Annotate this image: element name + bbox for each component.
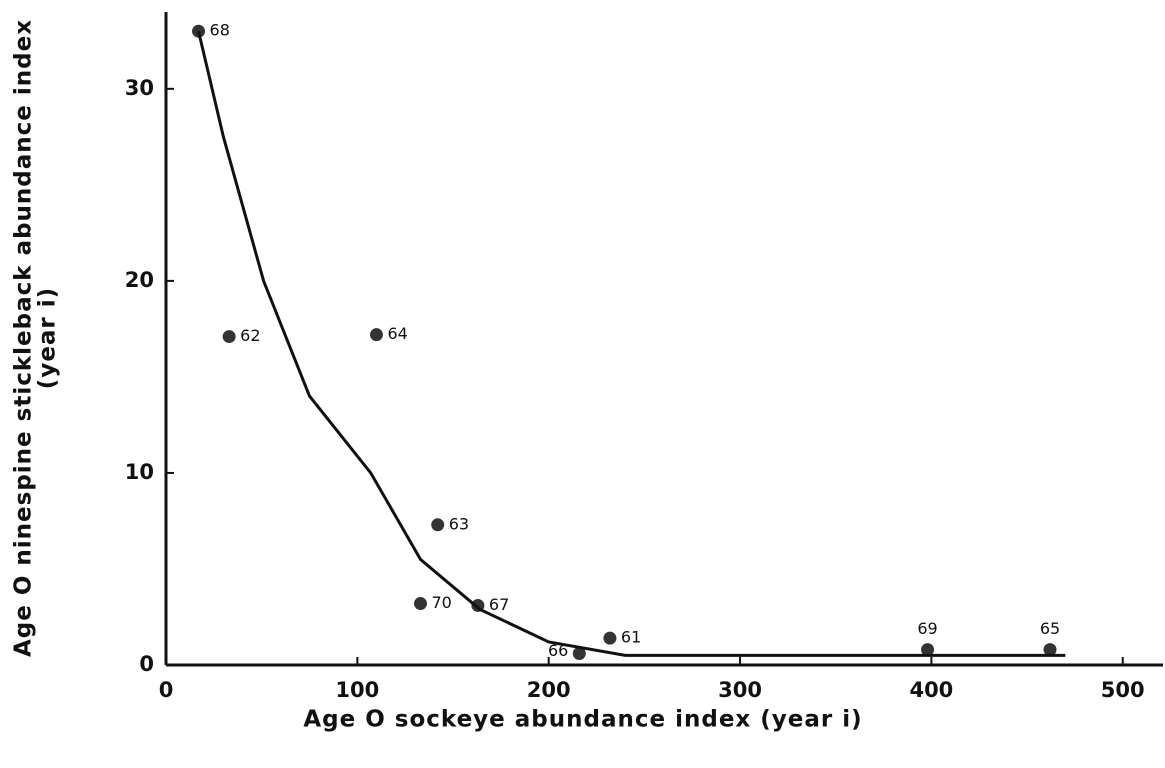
x-tick-label: 100 <box>335 678 379 702</box>
data-point <box>413 597 427 611</box>
y-tick-label: 30 <box>125 76 154 100</box>
point-label: 68 <box>210 21 230 40</box>
point-label: 62 <box>240 326 260 345</box>
point-label: 70 <box>431 593 451 612</box>
x-tick-label: 0 <box>159 678 174 702</box>
x-tick-label: 500 <box>1101 678 1145 702</box>
y-tick-label: 20 <box>125 268 154 292</box>
x-axis-title: Age O sockeye abundance index (year i) <box>303 707 862 733</box>
y-tick-label: 10 <box>125 460 154 484</box>
point-label: 65 <box>1040 619 1060 638</box>
data-point <box>1043 643 1057 657</box>
data-point <box>369 328 383 342</box>
point-label: 61 <box>621 628 641 647</box>
data-point <box>572 646 586 660</box>
data-point <box>431 518 445 532</box>
x-tick-label: 400 <box>909 678 953 702</box>
data-point <box>222 330 236 344</box>
y-tick-label: 0 <box>139 652 154 676</box>
y-axis-title: Age O ninespine stickleback abundance in… <box>11 19 37 657</box>
y-axis-title: (year i) <box>35 287 61 389</box>
x-tick-label: 200 <box>527 678 571 702</box>
point-label: 67 <box>489 595 509 614</box>
fit-curve <box>197 30 1066 657</box>
data-point <box>603 631 617 645</box>
data-point <box>921 643 935 657</box>
point-label: 63 <box>449 514 469 533</box>
point-label: 64 <box>387 324 407 343</box>
point-label: 69 <box>917 619 937 638</box>
x-tick-label: 300 <box>718 678 762 702</box>
